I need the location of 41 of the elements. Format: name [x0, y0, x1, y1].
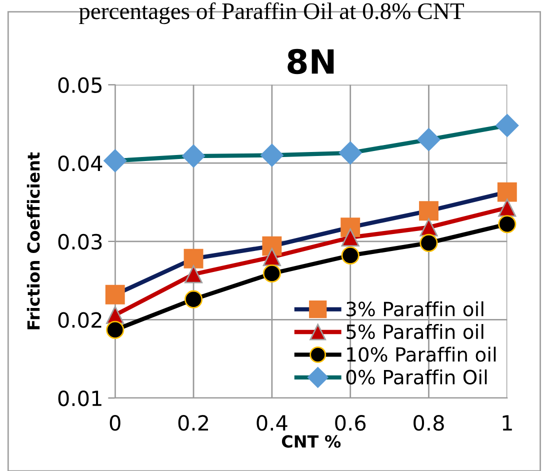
x-tick-label: 0.2: [178, 415, 208, 431]
x-tick-label: 1: [502, 415, 512, 430]
point: [184, 265, 203, 284]
y-tick-label: 0.04: [58, 156, 102, 172]
y-axis-title: Friction Coefficient: [26, 152, 40, 330]
point: [341, 228, 360, 246]
chart-title: 8N: [288, 48, 334, 74]
point: [417, 128, 440, 152]
point: [498, 198, 516, 217]
x-tick-label: 0.8: [414, 415, 444, 431]
x-tick-label: 0.6: [335, 415, 366, 431]
x-tick-label: 0: [110, 415, 120, 431]
point: [496, 114, 519, 137]
x-axis-title: CNT %: [282, 435, 341, 448]
point: [262, 236, 282, 256]
x-tick-label: 0.4: [256, 415, 288, 431]
point: [184, 248, 204, 268]
point: [498, 215, 516, 234]
point: [106, 320, 124, 339]
point: [420, 218, 438, 236]
point: [105, 284, 125, 304]
point: [184, 290, 203, 308]
point: [419, 201, 438, 221]
y-tick-label: 0.02: [58, 312, 102, 328]
legend-label: 0% Paraffin Oil: [346, 369, 487, 385]
y-tick-label: 0.05: [58, 77, 102, 93]
point: [341, 246, 360, 265]
y-tick-label: 0.01: [58, 390, 102, 406]
point: [420, 234, 438, 252]
y-tick-label: 0.03: [58, 234, 102, 250]
point: [262, 248, 281, 266]
legend-label: 3% Paraffin oil: [346, 301, 484, 316]
point: [260, 144, 284, 167]
point: [262, 264, 281, 283]
point: [182, 144, 206, 168]
point: [338, 141, 362, 164]
point: [104, 149, 127, 172]
point: [497, 182, 517, 202]
legend-label: 5% Paraffin oil: [346, 324, 484, 340]
text: percentages of Paraffin Oil at 0.8% CNT: [79, 2, 464, 24]
legend-label: 10% Paraffin oil: [347, 346, 496, 362]
